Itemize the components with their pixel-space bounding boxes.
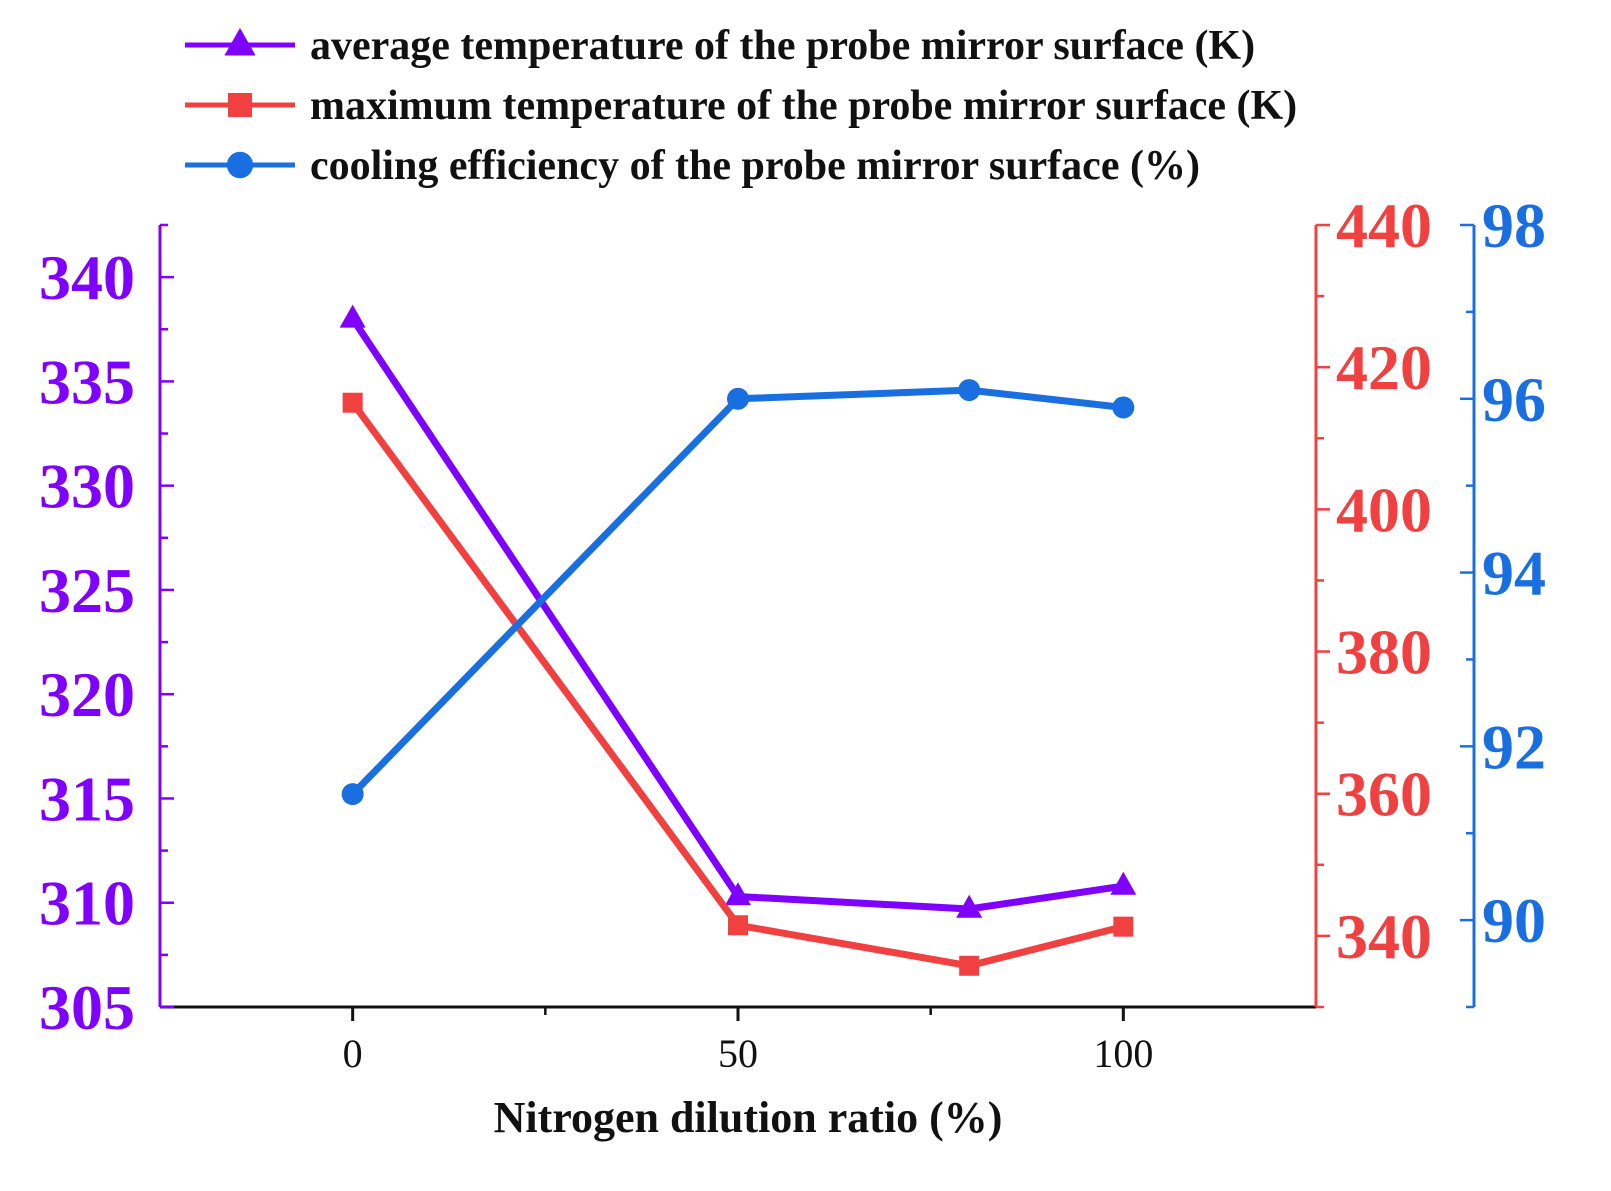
right2-tick-label: 96 [1482,364,1546,435]
right1-tick-label: 340 [1336,901,1432,972]
right1-tick-label: 380 [1336,617,1432,688]
right2-tick-label: 98 [1482,190,1546,261]
right1-tick-label: 400 [1336,474,1432,545]
data-point-circle [1112,396,1135,419]
legend-marker-triangle [224,27,256,56]
series-line-2 [349,399,1127,970]
legend-label: average temperature of the probe mirror … [310,23,1255,69]
data-point-circle [341,783,364,806]
data-point-triangle [956,894,983,918]
x-tick-label: 50 [718,1031,758,1076]
right2-tick-label: 90 [1482,885,1546,956]
left-tick-label: 305 [39,972,135,1043]
data-point-circle [727,387,749,410]
data-point-square [728,915,748,936]
data-point-square [342,392,363,413]
series-group [339,304,1137,976]
left-tick-label: 330 [39,451,135,522]
left-tick-label: 310 [39,868,135,939]
data-point-circle [958,379,981,402]
x-tick-label: 0 [343,1031,363,1076]
data-point-triangle [1110,871,1137,895]
series-line-3 [349,386,1127,798]
right1-tick-label: 360 [1336,759,1432,830]
data-point-triangle [339,304,366,328]
left-tick-label: 335 [39,346,135,417]
left-tick-label: 320 [39,659,135,730]
right2-tick-label: 94 [1482,538,1546,609]
legend-marker-circle [226,151,254,179]
left-tick-label: 340 [39,242,135,313]
legend: average temperature of the probe mirror … [185,23,1297,189]
axes-group: 0 50 100 Nitrogen dilution ratio (%) 305 310 3… [39,190,1546,1142]
left-tick-label: 315 [39,763,135,834]
legend-marker-square [228,93,252,117]
legend-label: maximum temperature of the probe mirror … [310,83,1297,129]
data-point-triangle [725,882,751,906]
x-tick-label: 100 [1093,1031,1153,1076]
data-point-square [1113,916,1134,937]
legend-label: cooling efficiency of the probe mirror s… [310,143,1200,189]
data-point-square [959,955,980,976]
left-tick-label: 325 [39,555,135,626]
x-axis-title: Nitrogen dilution ratio (%) [494,1093,1003,1142]
right1-tick-label: 440 [1336,190,1432,261]
series-line-1 [349,315,1127,913]
right1-tick-label: 420 [1336,332,1432,403]
right2-tick-label: 92 [1482,711,1546,782]
